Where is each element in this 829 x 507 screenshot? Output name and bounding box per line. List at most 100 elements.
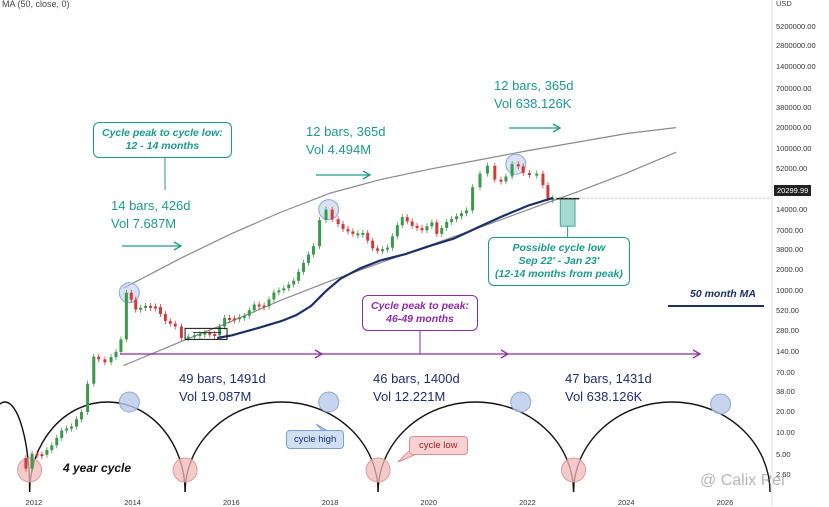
cycle-arch — [184, 401, 379, 493]
candle-body — [306, 254, 310, 263]
candle-body — [499, 179, 503, 182]
low-zone-box — [559, 198, 576, 227]
candle-body — [318, 220, 322, 247]
candle-body — [527, 172, 531, 176]
candle-body — [252, 304, 256, 311]
cycle2-bars: 46 bars, 1400d — [373, 371, 460, 386]
candle-body — [144, 305, 148, 308]
x-tick-label: 2016 — [222, 498, 240, 507]
cycle-peak-to-peak-value: 46-49 months — [386, 313, 454, 325]
candle-body — [272, 292, 276, 300]
x-tick-label: 2022 — [519, 498, 536, 507]
candle-body — [179, 326, 183, 338]
currency-label: USD — [776, 0, 792, 8]
candle-body — [119, 339, 123, 352]
candle-body — [546, 185, 550, 199]
candle-body — [277, 290, 281, 293]
candle-body — [410, 221, 414, 226]
candle-body — [551, 198, 555, 201]
candle-body — [324, 209, 328, 221]
cycle-high-marker — [118, 391, 140, 413]
ma-legend-label: 50 month MA — [690, 288, 756, 300]
cycle-arch — [28, 401, 186, 493]
bear2-label: 12 bars, 365d Vol 4.494M — [306, 123, 386, 159]
cycle-peak-to-low-value: 12 - 14 months — [125, 140, 200, 152]
indicator-legend: MA (50, close, 0) — [2, 0, 70, 9]
bear1-arrow-head — [173, 241, 183, 251]
candle-body — [208, 332, 212, 335]
candle-body — [70, 426, 74, 429]
cycle-high-marker — [510, 391, 532, 413]
candle-body — [464, 210, 468, 214]
bear3-bars: 12 bars, 365d — [494, 78, 574, 93]
candle-body — [134, 299, 138, 310]
cycle-arch — [572, 401, 771, 493]
candle-body — [425, 226, 429, 231]
candle-body — [163, 314, 167, 322]
candle-body — [478, 173, 482, 188]
candle-body — [223, 317, 227, 327]
candle-body — [366, 232, 370, 241]
candle-body — [237, 317, 241, 320]
y-tick-label: 2.60 — [776, 470, 791, 479]
candle-body — [330, 209, 334, 220]
candle-body — [75, 419, 79, 427]
candle-body — [297, 271, 301, 281]
cycle2-label: 46 bars, 1400d Vol 12.221M — [373, 370, 460, 406]
cycle-low-callout: cycle low — [409, 436, 468, 455]
candle-body — [420, 228, 424, 231]
candle-body — [232, 318, 236, 321]
candle-body — [257, 304, 261, 307]
bear1-label: 14 bars, 426d Vol 7.687M — [111, 197, 191, 233]
candle-body — [267, 299, 271, 307]
x-tick-label: 2014 — [124, 498, 141, 507]
moving-average — [217, 196, 554, 340]
y-tick-label: 5200000.00 — [776, 21, 816, 31]
candle-body — [535, 173, 539, 176]
candle-body — [30, 453, 34, 469]
cycle-high-marker — [710, 393, 732, 415]
y-tick-label: 52000.00 — [776, 164, 808, 174]
candle-body — [351, 231, 355, 234]
candle-body — [504, 176, 508, 182]
candle-body — [262, 305, 266, 308]
candle-body — [390, 236, 394, 248]
y-tick-label: 100000.00 — [776, 143, 812, 153]
channel-upper-line — [123, 127, 677, 289]
y-tick-label: 1400000.00 — [776, 62, 816, 72]
cycle3-label: 47 bars, 1431d Vol 638.126K — [565, 370, 652, 406]
accumulation-box — [184, 327, 228, 340]
candle-body — [86, 383, 90, 413]
candle-body — [45, 450, 49, 455]
bear3-label: 12 bars, 365d Vol 638.126K — [494, 77, 574, 113]
candle-body — [213, 334, 217, 337]
y-tick-label: 14000.00 — [776, 204, 808, 214]
candle-body — [287, 284, 291, 289]
bear2-bars: 12 bars, 365d — [306, 124, 386, 139]
y-tick-label: 380000.00 — [776, 102, 812, 112]
y-tick-label: 10.00 — [776, 428, 795, 438]
y-tick-label: 70.00 — [776, 368, 795, 378]
candle-body — [109, 357, 113, 363]
candle-body — [168, 321, 172, 324]
candle-body — [376, 248, 380, 251]
candle-body — [521, 166, 525, 173]
candle-body — [361, 232, 365, 235]
candle-body — [471, 187, 475, 211]
y-tick-label: 7000.00 — [776, 226, 804, 236]
cycle1-label: 49 bars, 1491d Vol 19.087M — [179, 370, 266, 406]
candle-body — [440, 227, 444, 234]
cycle3-vol: Vol 638.126K — [565, 389, 643, 404]
y-tick-label: 5.00 — [776, 449, 791, 459]
candle-body — [228, 317, 232, 320]
y-tick-label: 700000.00 — [776, 83, 812, 93]
bear1-bars: 14 bars, 426d — [111, 198, 191, 213]
candle-body — [460, 213, 464, 217]
candle-body — [450, 219, 454, 222]
candle-body — [395, 225, 399, 237]
candle-body — [124, 292, 128, 340]
possible-low-title: Possible cycle low — [512, 242, 606, 254]
candle-body — [405, 217, 409, 222]
candle-body — [192, 335, 196, 338]
